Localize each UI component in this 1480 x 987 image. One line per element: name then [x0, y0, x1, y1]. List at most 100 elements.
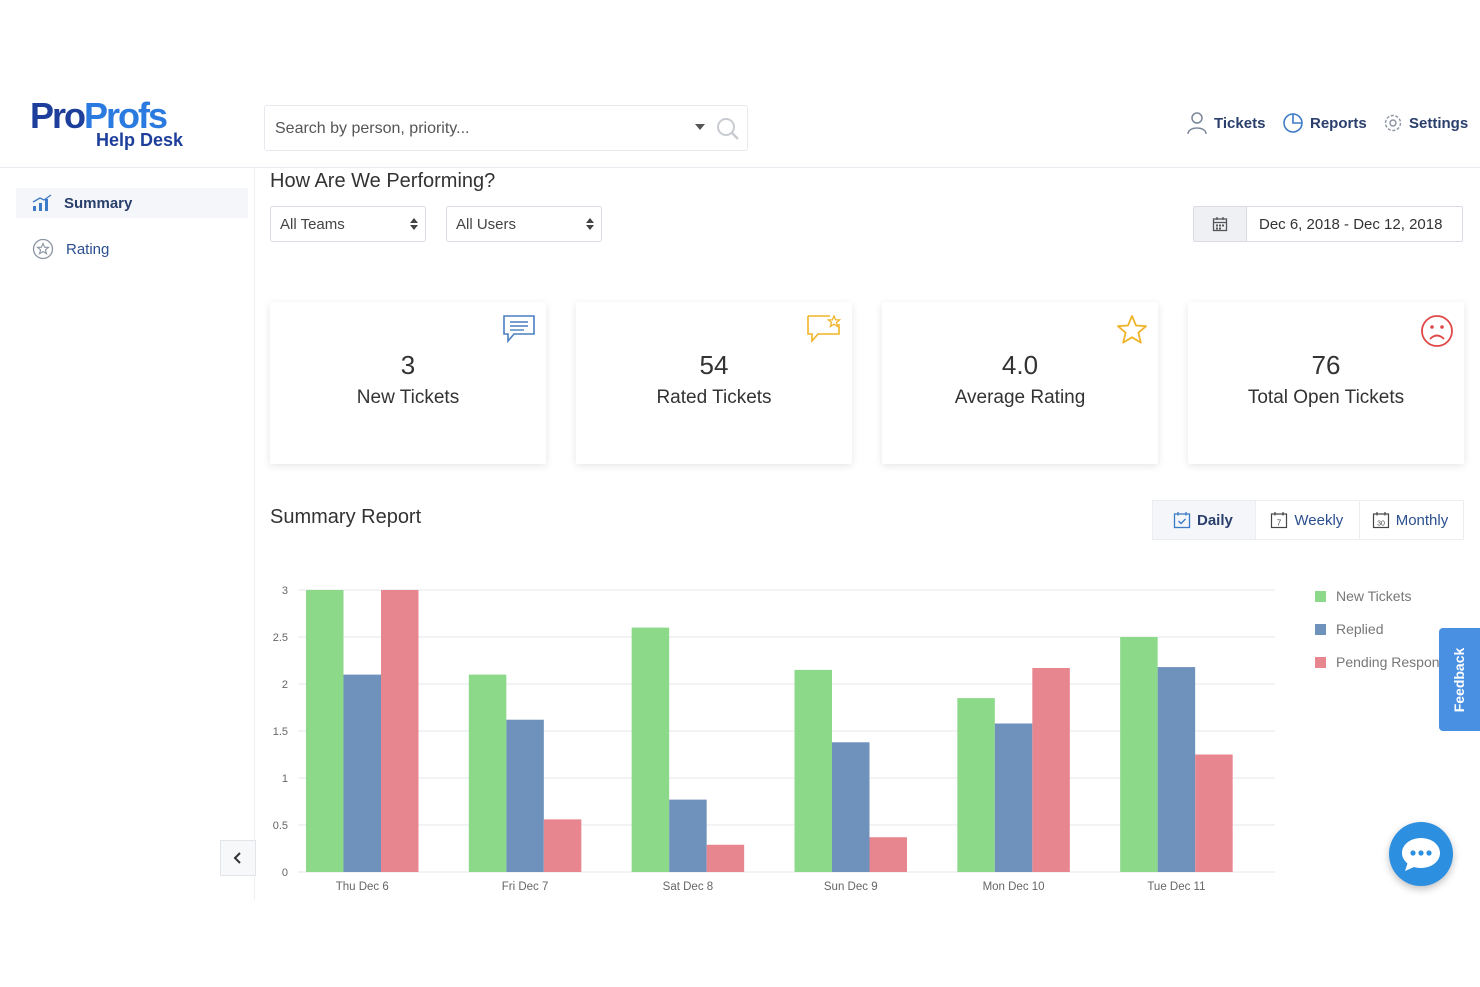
y-tick-label: 1 [282, 773, 288, 785]
logo-subtitle: Help Desk [96, 130, 184, 150]
chart-bar [381, 590, 419, 872]
chart-bar [832, 742, 870, 872]
select-arrows-icon [586, 218, 594, 232]
search-icon[interactable] [715, 116, 741, 147]
search-input[interactable] [275, 116, 675, 142]
legend-swatch [1315, 591, 1326, 602]
x-tick-label: Thu Dec 6 [336, 881, 389, 893]
kpi-card-new-tickets[interactable]: 3 New Tickets [270, 302, 546, 464]
calendar-icon[interactable] [1194, 207, 1247, 241]
chart-bar [794, 669, 832, 872]
star-icon [1116, 314, 1148, 351]
x-tick-label: Tue Dec 11 [1147, 881, 1205, 893]
kpi-label: Rated Tickets [656, 387, 772, 408]
nav-reports[interactable]: Reports [1282, 110, 1367, 136]
nav-reports-label: Reports [1310, 114, 1367, 132]
kpi-label: Average Rating [954, 387, 1086, 408]
user-select[interactable]: All Users [446, 206, 602, 242]
period-toggle: Daily 7 Weekly 30 Monthly [1152, 500, 1464, 540]
y-tick-label: 0 [282, 867, 288, 879]
chat-bubble-icon [1402, 838, 1440, 871]
chart-bar [669, 799, 707, 872]
pie-chart-icon [1283, 113, 1303, 133]
chevron-left-icon [233, 852, 241, 864]
date-range-value: Dec 6, 2018 - Dec 12, 2018 [1259, 215, 1443, 233]
gear-icon [1384, 114, 1402, 132]
chart-bar [994, 723, 1033, 872]
calendar-7-icon: 7 [1271, 512, 1288, 529]
chart-bar [306, 590, 344, 872]
collapse-sidebar-button[interactable] [220, 840, 256, 876]
chart-bar [343, 674, 381, 872]
y-tick-label: 2.5 [273, 632, 288, 644]
x-tick-label: Sun Dec 9 [824, 881, 878, 893]
sidebar-item-summary[interactable]: Summary [16, 188, 248, 218]
kpi-value: 54 [699, 350, 729, 380]
search-dropdown-caret-icon[interactable] [695, 124, 705, 130]
period-daily-button[interactable]: Daily [1153, 501, 1257, 539]
rated-message-icon [806, 314, 842, 349]
svg-text:7: 7 [1277, 519, 1282, 528]
sidebar-item-label: Summary [64, 194, 133, 212]
kpi-value: 3 [400, 350, 416, 380]
y-tick-label: 2 [282, 679, 288, 691]
user-icon [1187, 112, 1207, 135]
kpi-label: Total Open Tickets [1247, 387, 1405, 408]
period-monthly-button[interactable]: 30 Monthly [1360, 501, 1463, 539]
kpi-value: 4.0 [1001, 350, 1039, 380]
legend-label: Replied [1336, 621, 1383, 637]
feedback-label: Feedback [1451, 647, 1467, 713]
chart-bar [957, 698, 995, 872]
team-select[interactable]: All Teams [270, 206, 426, 242]
sidebar-item-label: Rating [66, 240, 110, 258]
legend-swatch [1315, 657, 1326, 668]
chart-bar [543, 819, 582, 872]
period-label: Weekly [1294, 511, 1344, 529]
nav-tickets-label: Tickets [1214, 114, 1266, 132]
nav-settings-label: Settings [1409, 114, 1469, 132]
summary-bar-chart: 0 0.5 1 1.5 2 2.5 3 Thu Dec 6 Fri Dec 7 Sat Dec 8… [273, 585, 1440, 893]
period-weekly-button[interactable]: 7 Weekly [1256, 501, 1360, 539]
chart-bar [869, 837, 907, 872]
x-tick-label: Mon Dec 10 [983, 881, 1045, 893]
x-tick-label: Sat Dec 8 [663, 881, 714, 893]
svg-text:30: 30 [1377, 521, 1385, 528]
y-tick-label: 0.5 [273, 820, 288, 832]
period-label: Monthly [1395, 511, 1449, 529]
kpi-value: 76 [1311, 350, 1341, 380]
nav-tickets[interactable]: Tickets [1186, 110, 1265, 136]
chart-bar [468, 674, 507, 872]
sidebar: Summary Rating [0, 168, 256, 900]
search-box[interactable] [264, 105, 748, 151]
proprofs-logo[interactable]: ProProfs Help Desk [30, 98, 190, 158]
x-tick-label: Fri Dec 7 [502, 881, 549, 893]
kpi-card-average-rating[interactable]: 4.0 Average Rating [882, 302, 1158, 464]
message-icon [502, 314, 536, 349]
bar-chart-icon [32, 194, 52, 211]
feedback-tab[interactable]: Feedback [1439, 628, 1480, 731]
calendar-30-icon: 30 [1372, 512, 1389, 529]
top-header: ProProfs Help Desk Tickets Reports Setti… [0, 88, 1480, 168]
y-tick-label: 1.5 [273, 726, 288, 738]
chart-bar [1120, 637, 1158, 872]
kpi-card-rated-tickets[interactable]: 54 Rated Tickets [576, 302, 852, 464]
logo-pro: Pro [30, 95, 86, 136]
y-tick-label: 3 [282, 585, 288, 597]
legend-label: Pending Respon [1336, 654, 1440, 670]
report-title: Summary Report [270, 506, 422, 528]
select-arrows-icon [410, 218, 418, 232]
chat-bubble-button[interactable] [1389, 822, 1453, 886]
chart-bar [706, 844, 745, 872]
sad-face-icon [1420, 314, 1454, 353]
kpi-card-total-open-tickets[interactable]: 76 Total Open Tickets [1188, 302, 1464, 464]
nav-settings[interactable]: Settings [1383, 110, 1468, 136]
chart-bar [506, 719, 544, 872]
chart-bar [1157, 667, 1196, 872]
help-desk-app: ProProfs Help Desk Tickets Reports Setti… [0, 88, 1480, 900]
sidebar-item-rating[interactable]: Rating [16, 234, 248, 264]
period-label: Daily [1197, 511, 1233, 529]
date-range-picker[interactable]: Dec 6, 2018 - Dec 12, 2018 [1193, 206, 1463, 242]
kpi-label: New Tickets [356, 387, 460, 408]
page-title: How Are We Performing? [270, 170, 496, 192]
team-select-value: All Teams [280, 215, 345, 233]
